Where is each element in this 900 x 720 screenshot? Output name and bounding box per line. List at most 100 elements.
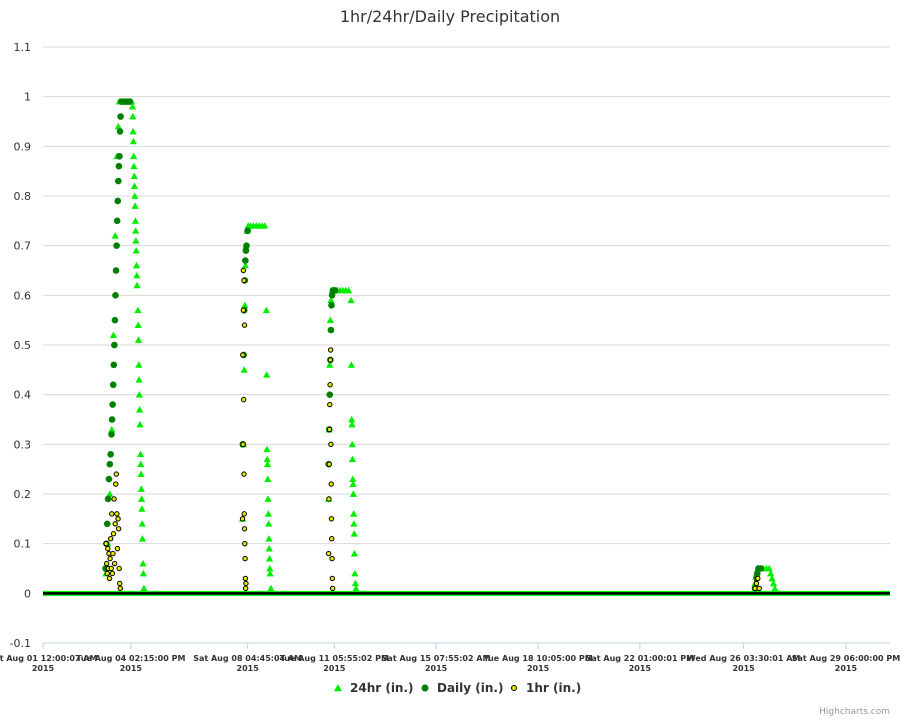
data-point-24hr [132,227,140,234]
data-point-1hr [114,545,121,552]
legend-item-daily[interactable]: Daily (in.) [437,681,503,695]
data-point-1hr [329,585,336,592]
data-point-daily [331,287,339,294]
data-point-24hr [266,569,274,577]
data-point-24hr [350,530,358,537]
data-point-daily [105,475,113,483]
data-point-24hr [241,261,249,269]
data-point-24hr [349,480,357,487]
data-point-1hr [109,511,115,517]
data-point-1hr [242,585,249,592]
data-point-24hr [350,520,358,527]
data-point-24hr [352,584,360,592]
y-tick-label: 1 [24,91,31,104]
data-point-24hr [263,371,271,378]
data-point-daily [126,98,133,105]
data-point-24hr [132,247,140,254]
data-point-24hr [138,505,146,512]
data-point-24hr [350,510,358,517]
x-tick-label: Tue Aug 04 02:15:00 PM [76,654,185,663]
data-point-24hr [768,574,776,582]
data-point-1hr [103,560,110,567]
y-tick-label: 0.9 [14,140,32,153]
data-point-24hr [349,475,357,482]
data-point-daily [113,242,120,249]
data-point-1hr [117,585,124,592]
data-point-daily [108,431,115,438]
data-point-24hr [139,559,147,567]
data-point-24hr [240,366,248,373]
data-point-1hr [113,471,120,477]
data-point-24hr [261,222,269,229]
data-point-daily [243,242,250,249]
x-tick-year: 2015 [120,664,143,673]
data-point-1hr [325,550,332,557]
data-point-1hr [241,277,247,284]
data-point-1hr [106,575,113,582]
y-tick-label: 0.2 [14,488,32,501]
data-point-24hr [140,584,148,592]
data-point-1hr [326,496,332,502]
data-point-daily [107,450,114,458]
legend: 24hr (in.) Daily (in.) 1hr (in.) [334,681,581,695]
x-tick-label: Tue Aug 11 05:55:02 PM [280,654,389,663]
x-tick-year: 2015 [237,664,260,673]
data-point-1hr [326,426,333,433]
data-point-24hr [106,490,114,497]
data-point-24hr [131,217,139,224]
data-point-1hr [328,441,334,448]
x-tick-year: 2015 [425,664,448,673]
x-tick-label: Sat Aug 01 12:00:07 AM [0,654,97,663]
data-point-daily [116,128,124,135]
data-point-24hr [265,545,273,552]
data-point-1hr [240,307,247,313]
x-tick-year: 2015 [732,664,755,673]
data-point-1hr [756,585,762,592]
data-point-24hr [135,376,143,383]
y-tick-label: 0.3 [14,438,32,451]
data-point-24hr [130,162,138,170]
data-point-daily [103,520,111,528]
data-point-24hr [138,495,146,502]
data-point-24hr [327,296,335,304]
data-point-24hr [767,569,775,577]
data-point-24hr [348,415,356,423]
data-point-24hr [139,569,147,577]
data-point-24hr [111,232,119,239]
legend-item-24hr[interactable]: 24hr (in.) [350,681,414,695]
data-point-daily [109,401,116,408]
data-point-1hr [241,511,247,517]
data-point-24hr [109,331,118,338]
data-point-24hr [134,306,142,314]
data-point-1hr [117,580,123,587]
data-point-1hr [240,267,247,274]
data-point-daily [104,495,112,503]
x-tick-label: Sat Aug 22 01:00:01 PM [586,654,695,663]
data-point-daily [328,301,335,309]
legend-marker-1hr [511,685,517,691]
data-point-24hr [130,172,138,180]
data-point-24hr [136,405,144,413]
data-point-1hr [115,526,122,532]
data-point-daily [244,227,251,235]
data-point-1hr [241,526,248,532]
credit-link[interactable]: Highcharts.com [819,707,890,717]
y-tick-label: 0.4 [14,389,32,402]
data-point-24hr [135,361,143,368]
data-point-1hr [113,481,119,487]
legend-item-1hr[interactable]: 1hr (in.) [526,681,581,695]
data-point-24hr [265,520,273,527]
data-point-24hr [262,306,271,314]
data-point-24hr [134,321,142,329]
data-point-daily [327,326,335,334]
data-point-1hr [107,536,114,542]
y-axis-ticks: -0.1 0 0.1 0.2 0.3 0.4 0.5 0.6 0.7 0.8 0.9 1 1.1 [10,41,31,650]
data-point-1hr [239,516,246,522]
data-point-1hr [328,516,335,522]
data-point-daily [111,316,119,324]
data-point-daily [111,341,118,349]
data-point-1hr [115,516,121,522]
data-point-24hr [350,550,359,557]
data-point-1hr [327,357,334,363]
data-point-24hr [265,554,274,562]
